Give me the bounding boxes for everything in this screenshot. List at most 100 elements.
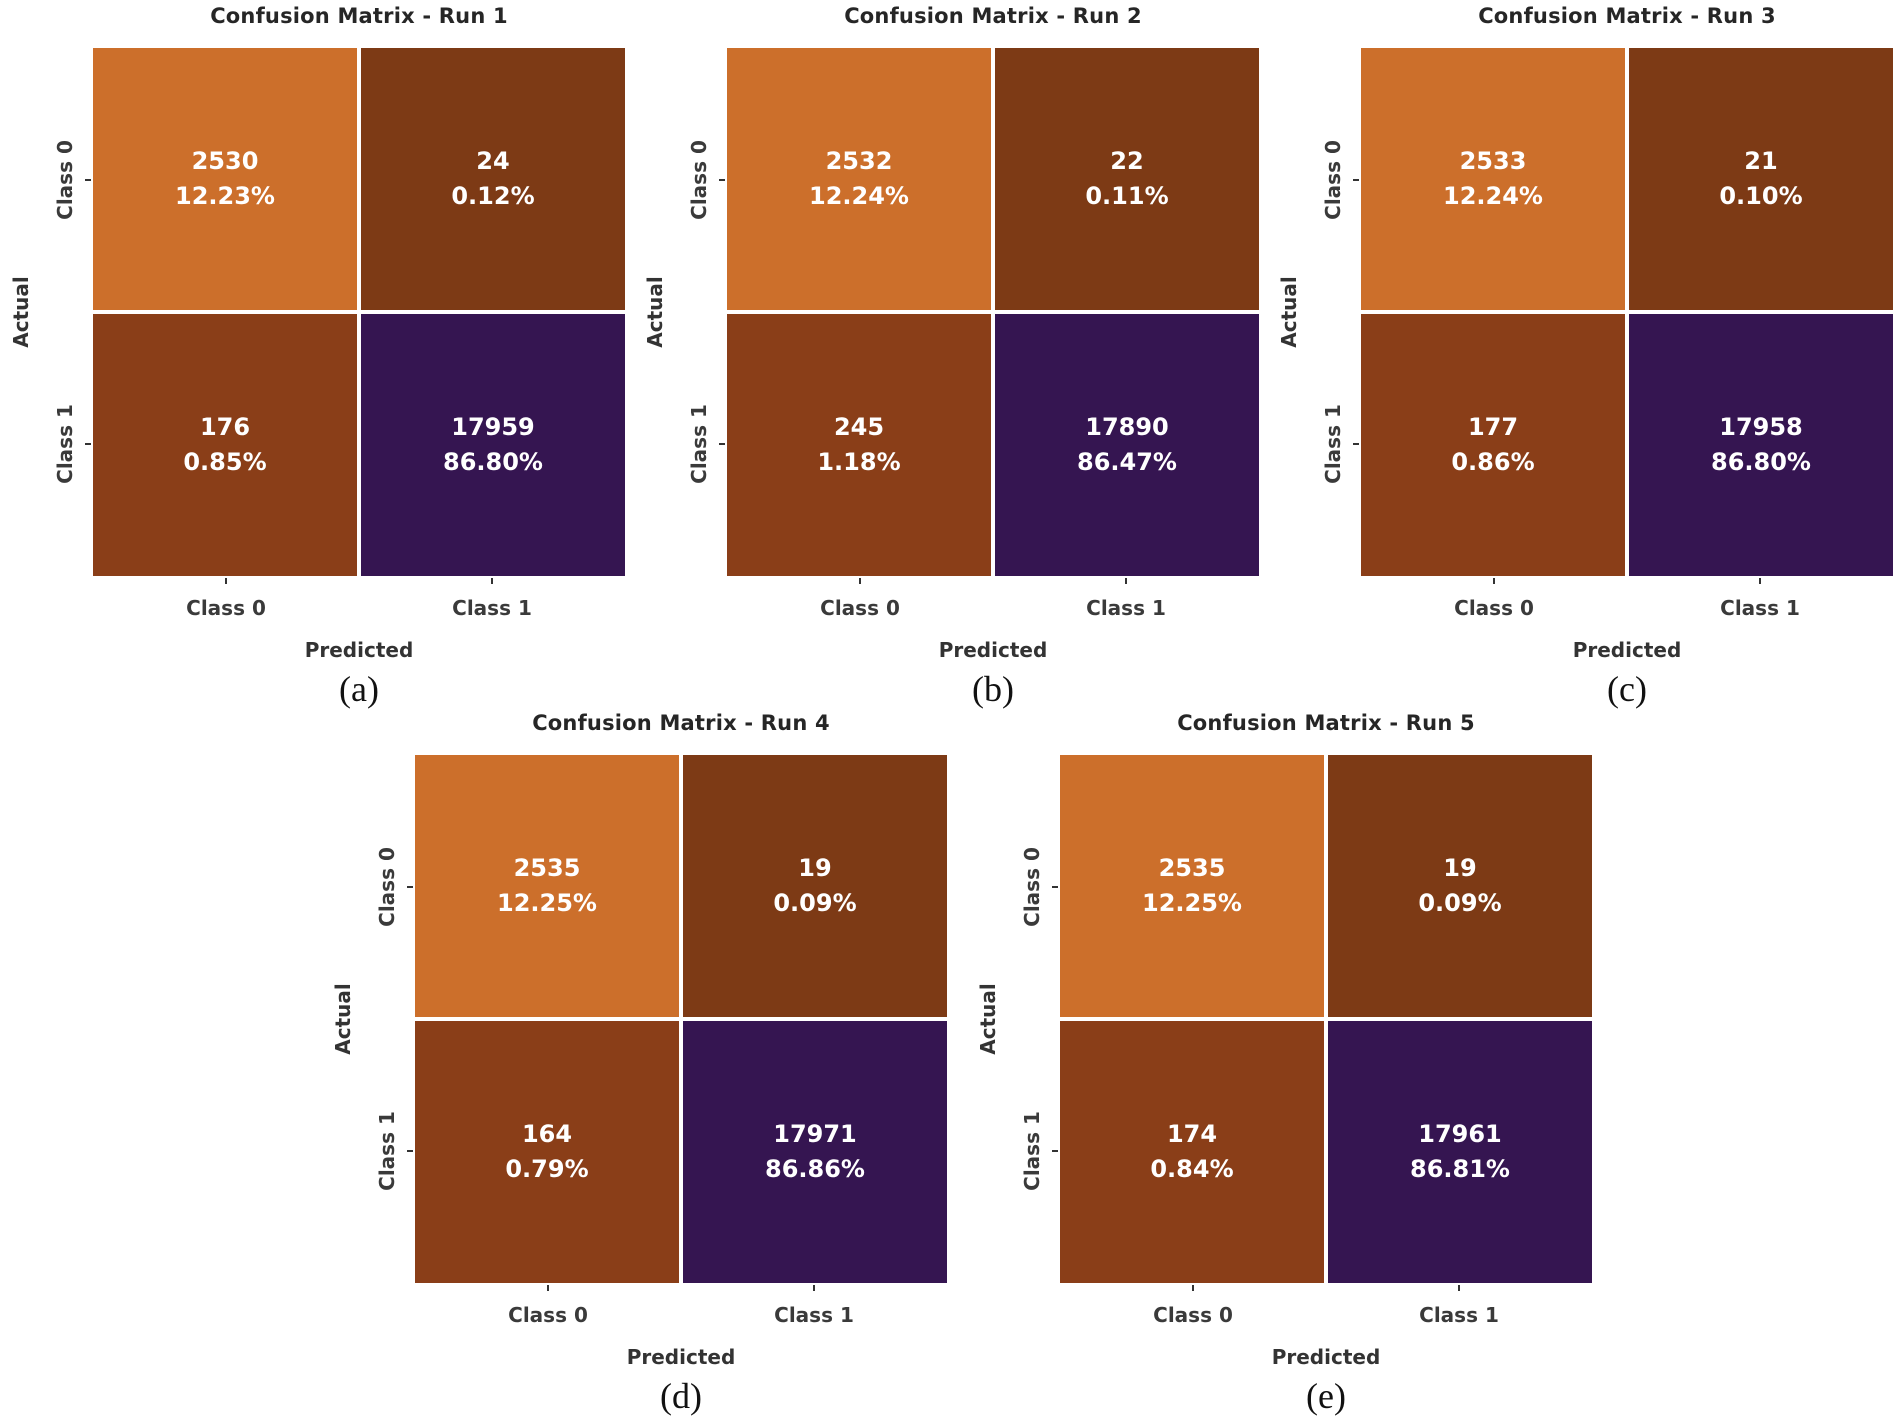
- y-tick-mark: [407, 886, 413, 888]
- cell-percent: 12.23%: [175, 182, 275, 210]
- chart-title: Confusion Matrix - Run 3: [1478, 4, 1776, 28]
- cell-percent: 0.85%: [183, 448, 267, 476]
- x-tick-mark: [1759, 578, 1761, 584]
- heatmap-grid: 2530 12.23% 24 0.12% 176 0.85% 17959 86.…: [93, 48, 625, 576]
- cell-false-positive: 19 0.09%: [1328, 755, 1592, 1017]
- cell-count: 17890: [1085, 413, 1169, 442]
- y-axis-label: Actual: [643, 276, 667, 348]
- cell-percent: 0.10%: [1719, 182, 1803, 210]
- y-tick-label-class-0: Class 0: [1020, 847, 1044, 927]
- cell-true-positive: 17961 86.81%: [1328, 1021, 1592, 1283]
- x-tick-mark: [225, 578, 227, 584]
- cell-count: 174: [1166, 1120, 1218, 1149]
- cell-count: 2532: [825, 147, 893, 176]
- x-axis-label: Predicted: [1271, 1345, 1381, 1369]
- cell-true-positive: 17959 86.80%: [361, 314, 625, 576]
- heatmap-grid: 2535 12.25% 19 0.09% 174 0.84% 17961 86.…: [1060, 755, 1592, 1283]
- x-axis-label: Predicted: [938, 638, 1048, 662]
- x-tick-label-class-1: Class 1: [1720, 596, 1800, 620]
- cell-count: 2533: [1459, 147, 1527, 176]
- y-axis-label: Actual: [976, 983, 1000, 1055]
- y-tick-mark: [85, 179, 91, 181]
- cell-count: 2535: [513, 854, 581, 883]
- cell-percent: 86.80%: [1711, 448, 1811, 476]
- x-tick-mark: [1125, 578, 1127, 584]
- cell-true-negative: 2530 12.23%: [93, 48, 357, 310]
- confusion-matrix-panel-run-2: Confusion Matrix - Run 2 Actual Class 0 …: [637, 0, 1259, 717]
- y-tick-mark: [1353, 179, 1359, 181]
- y-tick-label-class-0: Class 0: [53, 140, 77, 220]
- cell-false-negative: 245 1.18%: [727, 314, 991, 576]
- cell-percent: 12.25%: [1142, 889, 1242, 917]
- cell-false-positive: 24 0.12%: [361, 48, 625, 310]
- y-tick-mark: [719, 179, 725, 181]
- y-axis-label: Actual: [331, 983, 355, 1055]
- cell-count: 21: [1744, 147, 1778, 176]
- y-tick-mark: [1052, 1150, 1058, 1152]
- subfigure-caption: (e): [1306, 1376, 1346, 1416]
- cell-percent: 0.09%: [773, 889, 857, 917]
- heatmap-grid: 2532 12.24% 22 0.11% 245 1.18% 17890 86.…: [727, 48, 1259, 576]
- y-tick-mark: [85, 443, 91, 445]
- cell-percent: 1.18%: [817, 448, 901, 476]
- cell-count: 17958: [1719, 413, 1803, 442]
- cell-count: 2530: [191, 147, 259, 176]
- cell-percent: 86.86%: [765, 1155, 865, 1183]
- chart-title: Confusion Matrix - Run 1: [210, 4, 508, 28]
- x-axis-label: Predicted: [1572, 638, 1682, 662]
- confusion-matrix-panel-run-5: Confusion Matrix - Run 5 Actual Class 0 …: [970, 707, 1592, 1424]
- confusion-matrix-panel-run-3: Confusion Matrix - Run 3 Actual Class 0 …: [1271, 0, 1893, 717]
- cell-count: 22: [1110, 147, 1144, 176]
- chart-title: Confusion Matrix - Run 4: [532, 711, 830, 735]
- heatmap-grid: 2535 12.25% 19 0.09% 164 0.79% 17971 86.…: [415, 755, 947, 1283]
- cell-true-positive: 17971 86.86%: [683, 1021, 947, 1283]
- cell-count: 19: [1443, 854, 1477, 883]
- y-tick-label-class-1: Class 1: [687, 404, 711, 484]
- chart-title: Confusion Matrix - Run 5: [1177, 711, 1475, 735]
- cell-percent: 86.80%: [443, 448, 543, 476]
- cell-count: 176: [199, 413, 251, 442]
- x-tick-label-class-0: Class 0: [1454, 596, 1534, 620]
- y-tick-label-class-1: Class 1: [53, 404, 77, 484]
- subfigure-caption: (d): [660, 1376, 702, 1416]
- cell-percent: 0.86%: [1451, 448, 1535, 476]
- y-tick-label-class-1: Class 1: [375, 1111, 399, 1191]
- cell-count: 164: [521, 1120, 573, 1149]
- cell-percent: 12.24%: [809, 182, 909, 210]
- y-tick-mark: [1052, 886, 1058, 888]
- cell-false-negative: 176 0.85%: [93, 314, 357, 576]
- x-tick-label-class-0: Class 0: [1153, 1303, 1233, 1327]
- heatmap-grid: 2533 12.24% 21 0.10% 177 0.86% 17958 86.…: [1361, 48, 1893, 576]
- y-tick-label-class-0: Class 0: [687, 140, 711, 220]
- cell-false-negative: 177 0.86%: [1361, 314, 1625, 576]
- y-axis-label: Actual: [9, 276, 33, 348]
- cell-percent: 86.81%: [1410, 1155, 1510, 1183]
- x-tick-label-class-1: Class 1: [1419, 1303, 1499, 1327]
- cell-percent: 0.12%: [451, 182, 535, 210]
- cell-count: 17971: [773, 1120, 857, 1149]
- x-tick-mark: [813, 1285, 815, 1291]
- x-tick-label-class-0: Class 0: [186, 596, 266, 620]
- cell-count: 17961: [1418, 1120, 1502, 1149]
- cell-false-negative: 164 0.79%: [415, 1021, 679, 1283]
- cell-count: 2535: [1158, 854, 1226, 883]
- cell-percent: 86.47%: [1077, 448, 1177, 476]
- cell-percent: 12.24%: [1443, 182, 1543, 210]
- cell-true-positive: 17890 86.47%: [995, 314, 1259, 576]
- cell-false-positive: 22 0.11%: [995, 48, 1259, 310]
- cell-percent: 12.25%: [497, 889, 597, 917]
- x-tick-mark: [547, 1285, 549, 1291]
- y-tick-label-class-0: Class 0: [1321, 140, 1345, 220]
- x-tick-label-class-1: Class 1: [452, 596, 532, 620]
- y-axis-label: Actual: [1277, 276, 1301, 348]
- cell-true-negative: 2532 12.24%: [727, 48, 991, 310]
- cell-percent: 0.84%: [1150, 1155, 1234, 1183]
- y-tick-mark: [1353, 443, 1359, 445]
- x-axis-label: Predicted: [626, 1345, 736, 1369]
- cell-false-positive: 21 0.10%: [1629, 48, 1893, 310]
- x-tick-label-class-1: Class 1: [1086, 596, 1166, 620]
- y-tick-label-class-0: Class 0: [375, 847, 399, 927]
- cell-true-negative: 2533 12.24%: [1361, 48, 1625, 310]
- cell-false-negative: 174 0.84%: [1060, 1021, 1324, 1283]
